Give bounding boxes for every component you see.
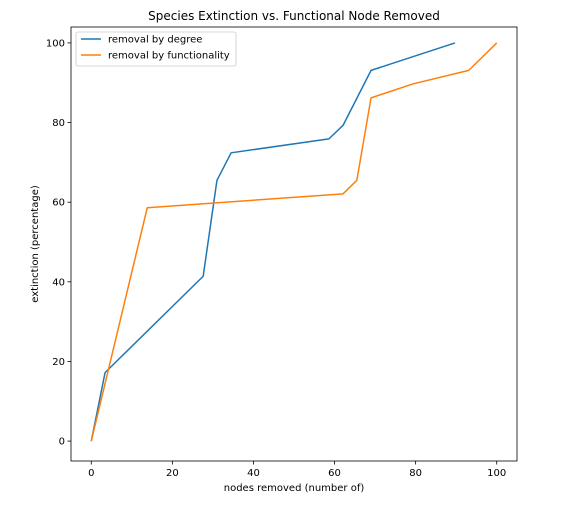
- y-axis-ticks: 0 20 40 60 80 100: [46, 38, 71, 448]
- chart-title: Species Extinction vs. Functional Node R…: [148, 9, 440, 23]
- x-axis-ticks: 0 20 40 60 80 100: [88, 461, 506, 479]
- x-tick-label: 100: [487, 468, 506, 479]
- legend-box: [75, 31, 237, 67]
- series-line-functionality: [90, 42, 498, 442]
- x-axis-label: nodes removed (number of): [224, 483, 365, 494]
- plot-lines: [90, 42, 498, 442]
- y-tick-label: 20: [52, 357, 65, 368]
- x-tick-label: 0: [88, 468, 94, 479]
- x-tick-label: 40: [247, 468, 260, 479]
- y-tick-label: 60: [52, 198, 65, 209]
- x-tick-label: 20: [166, 468, 179, 479]
- x-tick-label: 80: [409, 468, 422, 479]
- y-tick-label: 80: [52, 118, 65, 129]
- legend-label-degree: removal by degree: [108, 35, 202, 46]
- series-line-degree: [90, 42, 456, 442]
- legend: removal by degree removal by functionali…: [75, 31, 237, 67]
- legend-label-functionality: removal by functionality: [108, 51, 230, 62]
- y-axis-label: extinction (percentage): [30, 185, 41, 303]
- y-tick-label: 100: [46, 38, 65, 49]
- plot-area-frame: [70, 26, 518, 462]
- x-tick-label: 60: [328, 468, 341, 479]
- y-tick-label: 0: [59, 437, 65, 448]
- y-tick-label: 40: [52, 277, 65, 288]
